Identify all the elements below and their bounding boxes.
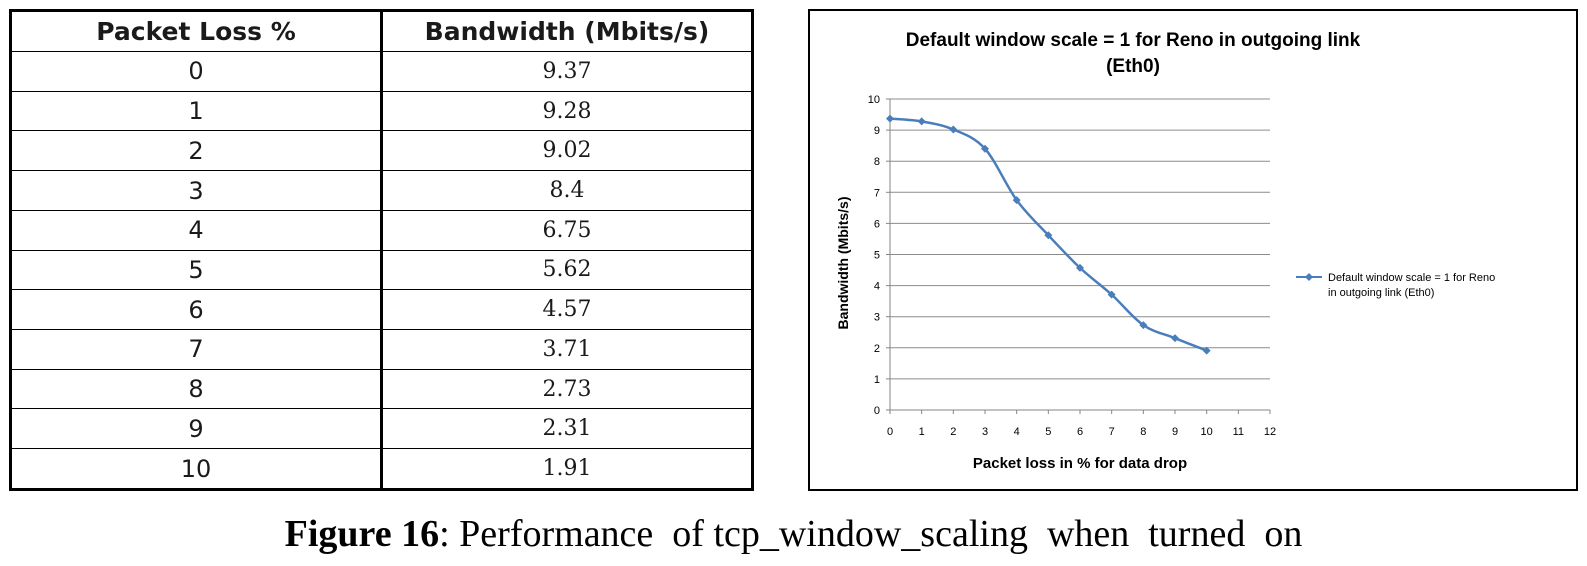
data-point-0 xyxy=(886,114,894,123)
x-axis-label: Packet loss in % for data drop xyxy=(973,455,1187,472)
x-tick-label-10: 10 xyxy=(1201,426,1213,438)
table-row: 10 1.91 xyxy=(11,448,752,489)
cell-packet-loss: 4 xyxy=(11,209,383,251)
chart-title-line-2: (Eth0) xyxy=(1106,56,1160,77)
table-row: 9 2.31 xyxy=(11,408,752,450)
table-body: 0 9.37 1 9.28 2 9.02 3 8.4 4 6.75 5 5.62 6 4.57 7 3.71 8… xyxy=(11,51,752,489)
caption-label: Figure 16 xyxy=(284,513,440,555)
x-tick-label-0: 0 xyxy=(887,426,893,438)
y-tick-label-9: 9 xyxy=(874,125,880,137)
gridlines xyxy=(890,98,1270,380)
caption-text: : Performance of tcp_window_scaling when… xyxy=(439,513,1303,555)
chart-panel: Default window scale = 1 for Reno in out… xyxy=(808,9,1578,491)
cell-packet-loss: 0 xyxy=(11,51,383,92)
x-tick-label-4: 4 xyxy=(1014,426,1020,438)
table-row: 8 2.73 xyxy=(11,368,752,410)
cell-bandwidth: 2.31 xyxy=(381,408,752,450)
series-group xyxy=(886,114,1211,355)
legend-label-line-2: in outgoing link (Eth0) xyxy=(1328,287,1434,299)
y-tick-label-6: 6 xyxy=(874,218,880,230)
y-tick-label-10: 10 xyxy=(868,94,880,106)
cell-packet-loss: 8 xyxy=(11,368,383,410)
data-point-7 xyxy=(1107,290,1116,299)
y-tick-label-0: 0 xyxy=(874,405,880,417)
x-tick-label-6: 6 xyxy=(1077,426,1083,438)
data-point-4 xyxy=(1012,196,1021,205)
table-header-row: Packet Loss % Bandwidth (Mbits/s) xyxy=(11,11,752,52)
table-row: 6 4.57 xyxy=(11,289,752,331)
table-row: 3 8.4 xyxy=(11,170,752,211)
x-tick-label-2: 2 xyxy=(950,426,956,438)
data-point-8 xyxy=(1139,321,1148,330)
table-row: 7 3.71 xyxy=(11,329,752,370)
cell-bandwidth: 9.02 xyxy=(381,130,752,172)
header-packet-loss: Packet Loss % xyxy=(11,11,383,52)
figure-caption: Figure 16: Performance of tcp_window_sca… xyxy=(0,512,1587,556)
cell-bandwidth: 1.91 xyxy=(381,448,752,489)
header-bandwidth: Bandwidth (Mbits/s) xyxy=(381,11,752,52)
cell-packet-loss: 7 xyxy=(11,329,383,370)
cell-bandwidth: 8.4 xyxy=(381,170,752,211)
data-point-1 xyxy=(917,117,926,126)
cell-packet-loss: 9 xyxy=(11,408,383,450)
x-tick-label-3: 3 xyxy=(982,426,988,438)
data-point-6 xyxy=(1076,263,1084,272)
data-point-3 xyxy=(981,144,989,153)
table-row: 2 9.02 xyxy=(11,130,752,172)
axes xyxy=(886,98,1271,414)
cell-bandwidth: 9.28 xyxy=(381,90,752,132)
cell-packet-loss: 6 xyxy=(11,289,383,331)
cell-packet-loss: 5 xyxy=(11,249,383,291)
y-tick-label-3: 3 xyxy=(874,312,880,324)
y-tick-label-5: 5 xyxy=(874,250,880,262)
cell-bandwidth: 3.71 xyxy=(381,329,752,370)
cell-bandwidth: 9.37 xyxy=(381,51,752,92)
cell-packet-loss: 2 xyxy=(11,130,383,172)
x-tick-label-7: 7 xyxy=(1109,426,1115,438)
table-row: 0 9.37 xyxy=(11,51,752,92)
legend-diamond-marker xyxy=(1305,273,1313,281)
packet-loss-table: Packet Loss % Bandwidth (Mbits/s) 0 9.37 1… xyxy=(11,11,752,489)
x-tick-label-5: 5 xyxy=(1045,426,1051,438)
cell-packet-loss: 3 xyxy=(11,170,383,211)
y-axis-label: Bandwidth (Mbits/s) xyxy=(835,197,851,330)
cell-bandwidth: 5.62 xyxy=(381,249,752,291)
legend-label-line-1: Default window scale = 1 for Reno xyxy=(1328,272,1495,284)
data-point-9 xyxy=(1171,334,1179,343)
cell-packet-loss: 1 xyxy=(11,90,383,132)
x-tick-label-8: 8 xyxy=(1140,426,1146,438)
x-tick-label-9: 9 xyxy=(1172,426,1178,438)
data-point-5 xyxy=(1044,231,1053,240)
cell-packet-loss: 10 xyxy=(11,448,383,489)
table-row: 5 5.62 xyxy=(11,249,752,291)
y-tick-label-1: 1 xyxy=(874,374,880,386)
data-table: Packet Loss % Bandwidth (Mbits/s) 0 9.37 1… xyxy=(9,9,754,491)
y-tick-label-7: 7 xyxy=(874,187,880,199)
chart-title-line-1: Default window scale = 1 for Reno in out… xyxy=(906,30,1361,51)
x-tick-label-1: 1 xyxy=(919,426,925,438)
table-row: 1 9.28 xyxy=(11,90,752,132)
cell-bandwidth: 6.75 xyxy=(381,209,752,251)
line-chart: Default window scale = 1 for Reno in out… xyxy=(835,30,1495,472)
y-tick-label-4: 4 xyxy=(874,281,880,293)
legend: Default window scale = 1 for Reno in out… xyxy=(1296,272,1495,299)
table-row: 4 6.75 xyxy=(11,209,752,251)
cell-bandwidth: 2.73 xyxy=(381,368,752,410)
y-tick-label-2: 2 xyxy=(874,343,880,355)
x-tick-label-12: 12 xyxy=(1264,426,1276,438)
cell-bandwidth: 4.57 xyxy=(381,289,752,331)
data-point-2 xyxy=(949,125,958,134)
y-tick-label-8: 8 xyxy=(874,156,880,168)
x-tick-label-11: 11 xyxy=(1233,426,1244,438)
data-point-10 xyxy=(1202,346,1211,355)
